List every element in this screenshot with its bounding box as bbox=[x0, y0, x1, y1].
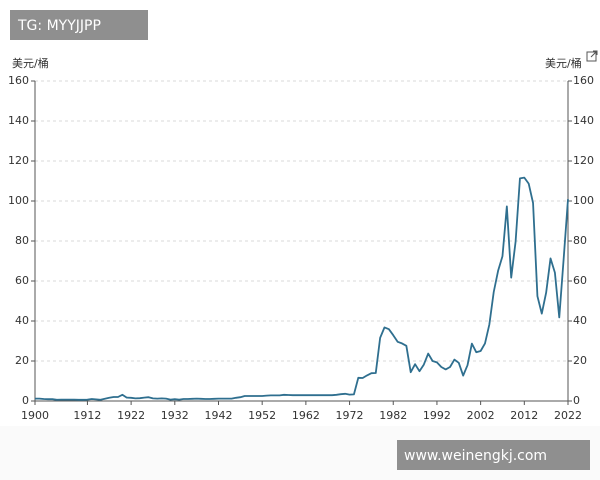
y-axis-label: 美元/桶 bbox=[12, 56, 49, 70]
watermark-box bbox=[397, 440, 590, 470]
export-icon-box[interactable] bbox=[586, 51, 597, 62]
x-tick-label: 2022 bbox=[554, 409, 582, 422]
y-tick-label: 40 bbox=[15, 314, 29, 327]
x-tick-label: 1992 bbox=[423, 409, 451, 422]
y-tick-label: 120 bbox=[8, 154, 29, 167]
y2-axis-label: 美元/桶 bbox=[545, 56, 582, 70]
x-tick-label: 1982 bbox=[379, 409, 407, 422]
export-icon[interactable] bbox=[586, 50, 598, 62]
badge-box bbox=[10, 10, 148, 40]
price-line bbox=[35, 176, 569, 401]
y-tick-label: 80 bbox=[15, 234, 29, 247]
y2-tick-label: 40 bbox=[573, 314, 587, 327]
x-tick-label: 1952 bbox=[248, 409, 276, 422]
y2-tick-label: 80 bbox=[573, 234, 587, 247]
x-tick-label: 1972 bbox=[336, 409, 364, 422]
y2-tick-label: 20 bbox=[573, 354, 587, 367]
x-tick-label: 1922 bbox=[117, 409, 145, 422]
y2-tick-label: 0 bbox=[573, 394, 580, 407]
x-tick-label: 1932 bbox=[161, 409, 189, 422]
x-tick-label: 2002 bbox=[467, 409, 495, 422]
y-tick-label: 60 bbox=[15, 274, 29, 287]
x-tick-label: 2012 bbox=[510, 409, 538, 422]
y2-tick-label: 140 bbox=[573, 114, 594, 127]
y2-tick-label: 100 bbox=[573, 194, 594, 207]
export-icon-arrow[interactable] bbox=[590, 50, 598, 58]
y-tick-label: 100 bbox=[8, 194, 29, 207]
y-tick-label: 140 bbox=[8, 114, 29, 127]
y2-tick-label: 160 bbox=[573, 74, 594, 87]
x-tick-label: 1942 bbox=[204, 409, 232, 422]
watermark-text: www.weinengkj.com bbox=[404, 448, 547, 464]
x-tick-label: 1912 bbox=[73, 409, 101, 422]
y2-tick-label: 120 bbox=[573, 154, 594, 167]
y-tick-label: 0 bbox=[22, 394, 29, 407]
x-tick-label: 1962 bbox=[292, 409, 320, 422]
y-tick-label: 20 bbox=[15, 354, 29, 367]
y2-tick-label: 60 bbox=[573, 274, 587, 287]
y-tick-label: 160 bbox=[8, 74, 29, 87]
badge-text: TG: MYYJJPP bbox=[17, 18, 101, 34]
x-tick-label: 1900 bbox=[21, 409, 49, 422]
